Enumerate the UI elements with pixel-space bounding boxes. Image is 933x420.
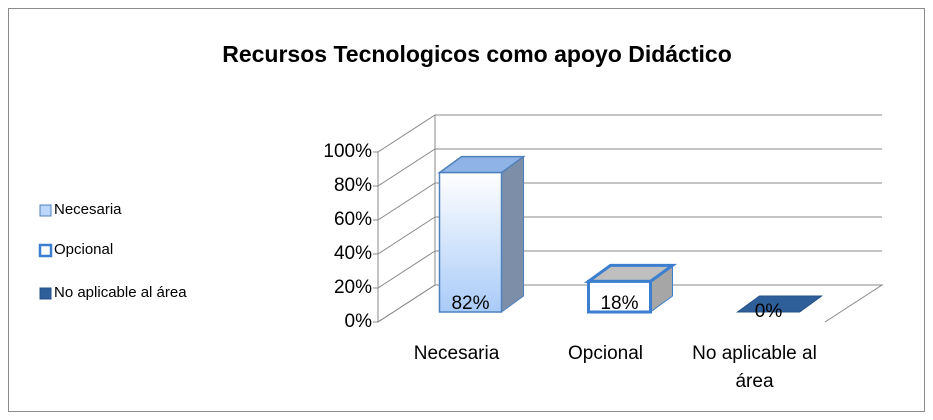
- bar-side: [501, 155, 524, 313]
- legend-label: Opcional: [54, 241, 113, 258]
- grid-line: [377, 216, 882, 255]
- y-tick-label: 20%: [334, 277, 372, 298]
- x-tick-label: Opcional: [568, 343, 643, 364]
- x-tick-label: Necesaria: [413, 343, 500, 364]
- y-tick-label: 60%: [334, 209, 372, 230]
- y-tick-label: 0%: [345, 311, 373, 332]
- bar: [438, 171, 503, 313]
- value-label: 0%: [755, 301, 783, 322]
- y-tick-label: 40%: [334, 243, 372, 264]
- grid-line: [377, 148, 882, 187]
- legend-swatch: [39, 287, 52, 300]
- legend-swatch: [38, 243, 53, 258]
- grid-line: [377, 182, 882, 221]
- y-tick-label: 100%: [323, 141, 372, 162]
- y-tick-label: 80%: [334, 175, 372, 196]
- value-label: 82%: [451, 293, 489, 314]
- grid-line: [377, 250, 882, 289]
- grid-line: [377, 114, 882, 153]
- bar: [587, 279, 652, 314]
- bar-top: [735, 295, 824, 313]
- chart-title: Recursos Tecnologicos como apoyo Didácti…: [222, 41, 732, 67]
- legend-swatch: [39, 204, 52, 217]
- legend-label: Necesaria: [54, 201, 122, 218]
- grid-line: [377, 284, 882, 323]
- legend-label: No aplicable al área: [54, 284, 187, 301]
- value-label: 18%: [600, 293, 638, 314]
- x-tick-label: No aplicable al área: [692, 343, 817, 392]
